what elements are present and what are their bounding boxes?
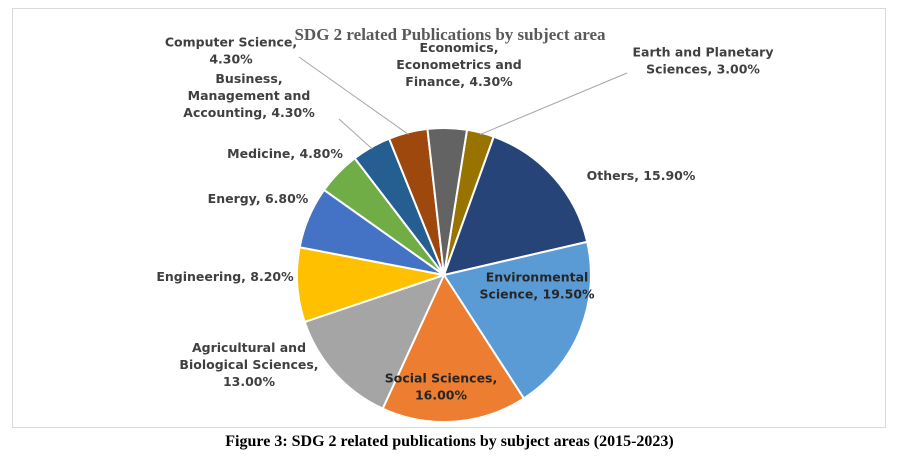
pie-slice-economics-econometrics-and-finance xyxy=(426,127,469,276)
slice-label: Agricultural and Biological Sciences, 13.0… xyxy=(179,340,318,389)
slice-label: Earth and Planetary Sciences, 3.00% xyxy=(633,45,774,77)
pie-slice-social-sciences xyxy=(381,272,526,423)
slice-label: Medicine, 4.80% xyxy=(227,146,343,161)
slice-label: Environmental Science, 19.50% xyxy=(479,270,595,302)
pie-slice-others xyxy=(442,135,589,277)
chart-title: SDG 2 related Publications by subject ar… xyxy=(294,25,606,44)
chart-frame: SDG 2 related Publications by subject ar… xyxy=(12,8,886,428)
slice-label: Economics, Econometrics and Finance, 4.30% xyxy=(396,40,521,89)
slice-label: Others, 15.90% xyxy=(587,168,696,183)
pie-slice-agricultural-and-biological-sciences xyxy=(303,273,446,410)
pie-slice-environmental-science xyxy=(442,240,592,400)
slice-label: Social Sciences, 16.00% xyxy=(385,371,498,403)
slice-label: Computer Science, 4.30% xyxy=(165,35,297,67)
slice-label: Engineering, 8.20% xyxy=(156,269,294,284)
leader-line xyxy=(479,72,628,136)
pie-chart: Earth and Planetary Sciences, 3.00% Others… xyxy=(156,35,774,423)
leader-line xyxy=(298,56,409,135)
slice-label: Business, Management and Accounting, 4.30% xyxy=(183,71,315,120)
slice-label: Energy, 6.80% xyxy=(208,191,309,206)
leader-line xyxy=(338,118,373,150)
figure-caption: Figure 3: SDG 2 related publications by … xyxy=(225,433,674,450)
